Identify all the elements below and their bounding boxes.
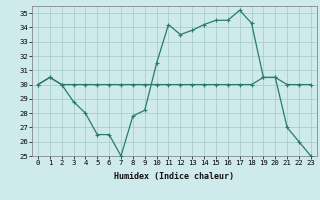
X-axis label: Humidex (Indice chaleur): Humidex (Indice chaleur) (115, 172, 234, 181)
